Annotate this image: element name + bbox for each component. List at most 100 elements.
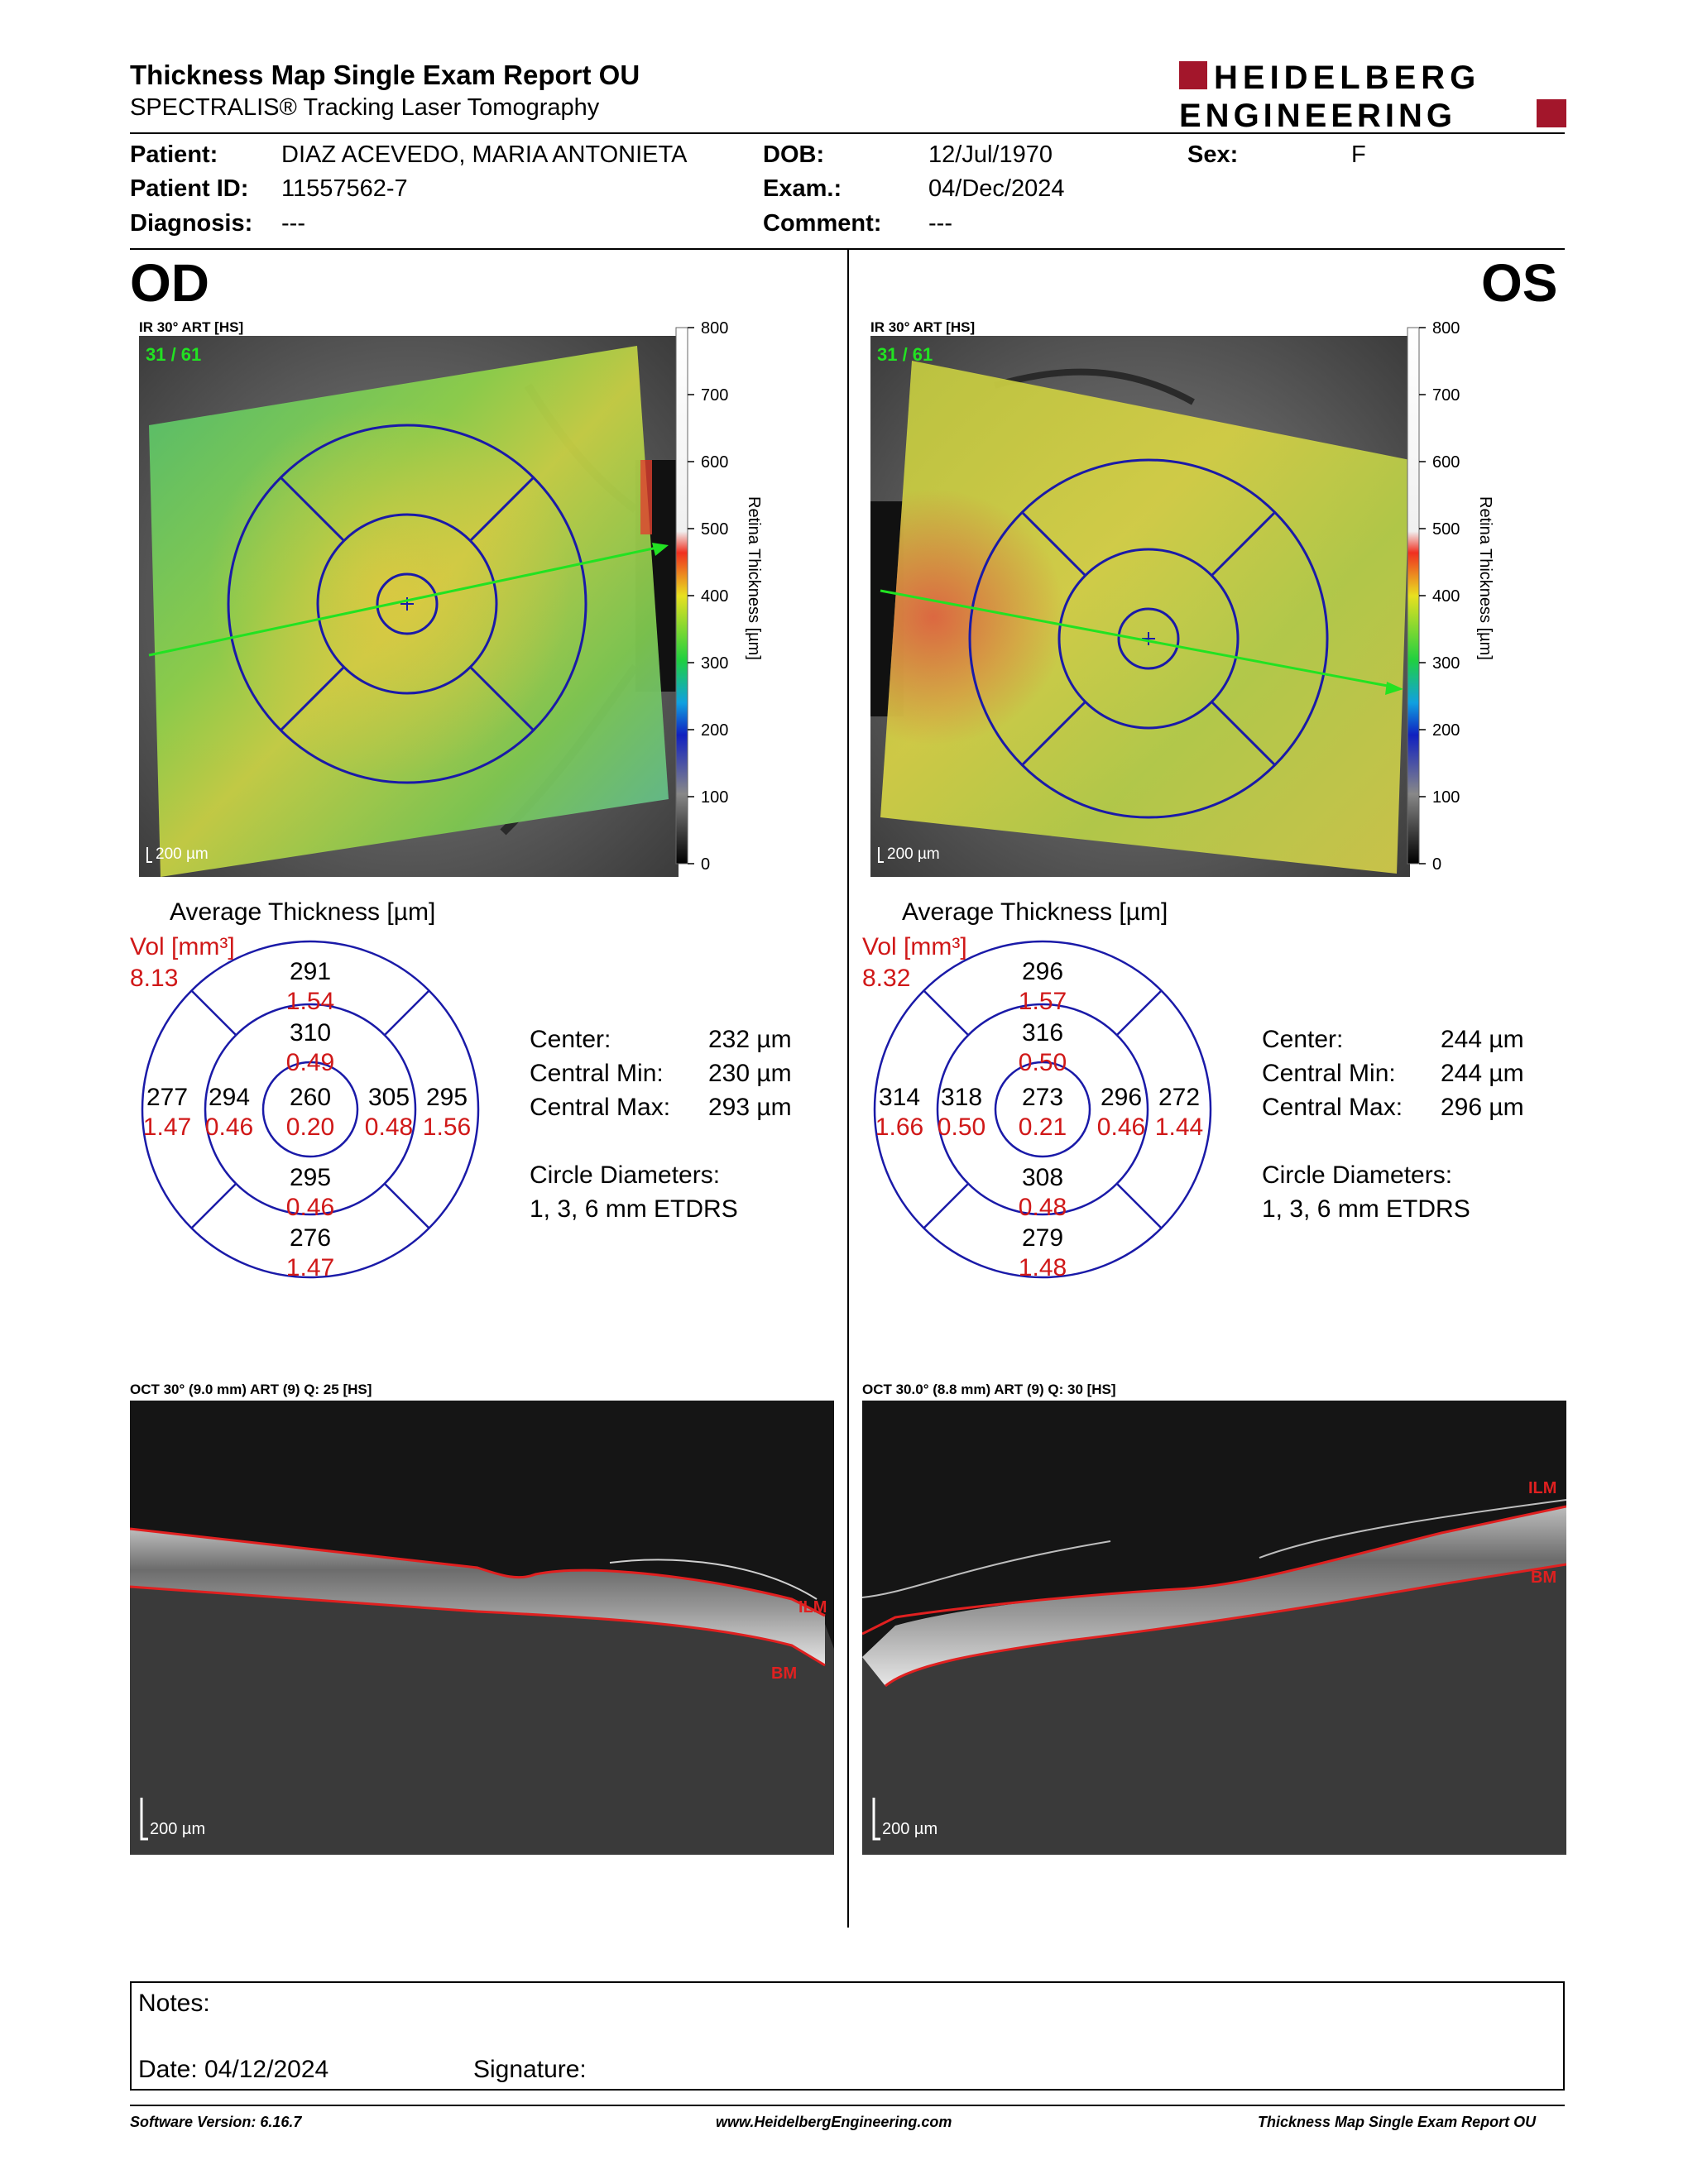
- footer-software-version: Software Version: 6.16.7: [130, 2114, 302, 2130]
- sex-label: Sex:: [1187, 141, 1239, 168]
- od-stat-center: Center: 232 µm: [530, 1026, 792, 1053]
- od-colorbar-tick-label: 700: [701, 386, 728, 405]
- od-scan-counter: 31 / 61: [146, 344, 201, 365]
- os-outer-bottom-volume: 1.48: [1019, 1254, 1067, 1279]
- report-title: Thickness Map Single Exam Report OU: [130, 60, 640, 90]
- dob-value: 12/Jul/1970: [928, 141, 1053, 168]
- os-inner-bottom-volume: 0.48: [1019, 1194, 1067, 1221]
- exam-value: 04/Dec/2024: [928, 175, 1065, 202]
- od-oct-caption: OCT 30° (9.0 mm) ART (9) Q: 25 [HS]: [130, 1382, 372, 1397]
- od-stat-max: Central Max: 293 µm: [530, 1094, 792, 1121]
- os-stat-max: Central Max: 296 µm: [1262, 1094, 1524, 1121]
- od-vol-label: Vol [mm³]: [130, 933, 235, 960]
- od-colorbar-label: Retina Thickness [µm]: [745, 496, 763, 660]
- os-colorbar-tick-label: 500: [1432, 520, 1460, 539]
- heidelberg-logo: HEIDELBERG ENGINEERING: [1179, 60, 1566, 129]
- notes-signature: Signature:: [473, 2056, 587, 2083]
- os-inner-left-volume: 0.50: [938, 1114, 985, 1141]
- od-outer-left-thickness: 277: [146, 1084, 188, 1111]
- os-bm-label: BM: [1531, 1569, 1556, 1587]
- comment-value: ---: [928, 210, 952, 237]
- eye-label-os: OS: [1481, 253, 1558, 313]
- od-colorbar-tick-label: 400: [701, 587, 728, 606]
- od-avg-title: Average Thickness [µm]: [170, 898, 436, 926]
- od-vol-value: 8.13: [130, 965, 179, 992]
- report-subtitle: SPECTRALIS® Tracking Laser Tomography: [130, 94, 600, 121]
- os-outer-top-volume: 1.57: [1019, 988, 1067, 1015]
- info-rule: [130, 248, 1565, 250]
- os-center-thickness: 273: [1022, 1084, 1063, 1111]
- os-ilm-label: ILM: [1528, 1479, 1556, 1497]
- os-colorbar-label: Retina Thickness [µm]: [1476, 496, 1494, 660]
- od-thickness-map: 31 / 61 200 µm: [139, 336, 679, 877]
- os-diameters: Circle Diameters: 1, 3, 6 mm ETDRS: [1262, 1161, 1470, 1223]
- notes-date: Date: 04/12/2024: [138, 2056, 329, 2083]
- os-colorbar-tick-label: 300: [1432, 654, 1460, 673]
- footer-report-name: Thickness Map Single Exam Report OU: [1258, 2114, 1537, 2130]
- od-inner-right-volume: 0.48: [365, 1114, 413, 1141]
- os-outer-right-volume: 1.44: [1155, 1114, 1203, 1141]
- os-colorbar-tick-label: 600: [1432, 453, 1460, 472]
- eye-label-od: OD: [130, 253, 209, 313]
- od-center-thickness: 260: [290, 1084, 331, 1111]
- sex-value: F: [1351, 141, 1366, 168]
- od-colorbar-tick-label: 0: [701, 855, 710, 874]
- os-vol-label: Vol [mm³]: [862, 933, 967, 960]
- od-map-scale: 200 µm: [156, 845, 209, 863]
- od-oct-scale: 200 µm: [150, 1820, 205, 1838]
- od-colorbar-tick-label: 500: [701, 520, 728, 539]
- os-inner-top-volume: 0.50: [1019, 1049, 1067, 1076]
- os-colorbar-tick-label: 400: [1432, 587, 1460, 606]
- comment-label: Comment:: [763, 210, 882, 237]
- os-center-volume: 0.21: [1019, 1114, 1067, 1141]
- os-inner-bottom-thickness: 308: [1022, 1164, 1063, 1191]
- od-colorbar-tick-label: 100: [701, 788, 728, 807]
- os-oct-bscan: ILM BM 200 µm: [862, 1401, 1566, 1855]
- os-inner-top-thickness: 316: [1022, 1019, 1063, 1046]
- center-divider: [847, 250, 849, 1928]
- patient-label: Patient:: [130, 141, 218, 168]
- os-stats: Center: 244 µm Central Min: 244 µm Central…: [1262, 1023, 1524, 1124]
- os-thickness-map: 31 / 61 200 µm: [870, 336, 1410, 877]
- os-etdrs-grid: 296 1.57 316 0.50 314 1.66 318 0.50 273 …: [873, 940, 1212, 1279]
- os-outer-left-volume: 1.66: [875, 1114, 923, 1141]
- os-oct-scale: 200 µm: [882, 1820, 938, 1838]
- od-outer-bottom-volume: 1.47: [286, 1254, 334, 1279]
- od-etdrs-grid: 291 1.54 310 0.49 277 1.47 294 0.46 260 …: [141, 940, 480, 1279]
- os-outer-right-thickness: 272: [1158, 1084, 1200, 1111]
- od-outer-right-thickness: 295: [426, 1084, 468, 1111]
- os-avg-title: Average Thickness [µm]: [902, 898, 1168, 926]
- patient-name: DIAZ ACEVEDO, MARIA ANTONIETA: [281, 141, 688, 168]
- patient-id-label: Patient ID:: [130, 175, 249, 202]
- os-colorbar-tick-label: 700: [1432, 386, 1460, 405]
- os-colorbar-tick-label: 200: [1432, 721, 1460, 740]
- od-diameters: Circle Diameters: 1, 3, 6 mm ETDRS: [530, 1161, 738, 1223]
- os-inner-right-volume: 0.46: [1097, 1114, 1145, 1141]
- os-scan-counter: 31 / 61: [877, 344, 933, 365]
- od-colorbar: 800 700 600 500 400 300 200 100 0 Retina Thickne…: [675, 319, 763, 874]
- od-colorbar-tick-label: 300: [701, 654, 728, 673]
- od-inner-right-thickness: 305: [368, 1084, 410, 1111]
- os-oct-caption: OCT 30.0° (8.8 mm) ART (9) Q: 30 [HS]: [862, 1382, 1116, 1397]
- od-ir-caption: IR 30° ART [HS]: [139, 319, 244, 335]
- os-inner-left-thickness: 318: [941, 1084, 982, 1111]
- od-colorbar-tick-label: 800: [701, 319, 728, 338]
- od-center-volume: 0.20: [286, 1114, 334, 1141]
- os-vol-value: 8.32: [862, 965, 911, 992]
- od-ilm-label: ILM: [798, 1598, 827, 1616]
- os-outer-left-thickness: 314: [879, 1084, 920, 1111]
- exam-label: Exam.:: [763, 175, 842, 202]
- od-bm-label: BM: [771, 1664, 797, 1683]
- os-outer-bottom-thickness: 279: [1022, 1224, 1063, 1252]
- od-outer-right-volume: 1.56: [423, 1114, 471, 1141]
- od-outer-top-thickness: 291: [290, 958, 331, 985]
- od-inner-bottom-volume: 0.46: [286, 1194, 334, 1221]
- os-colorbar-tick-label: 100: [1432, 788, 1460, 807]
- patient-id: 11557562-7: [281, 175, 408, 202]
- header-rule: [130, 132, 1565, 134]
- svg-text:HEIDELBERG: HEIDELBERG: [1214, 60, 1480, 96]
- os-map-scale: 200 µm: [887, 845, 940, 863]
- os-colorbar-tick-label: 800: [1432, 319, 1460, 338]
- od-inner-left-volume: 0.46: [205, 1114, 253, 1141]
- od-inner-top-volume: 0.49: [286, 1049, 334, 1076]
